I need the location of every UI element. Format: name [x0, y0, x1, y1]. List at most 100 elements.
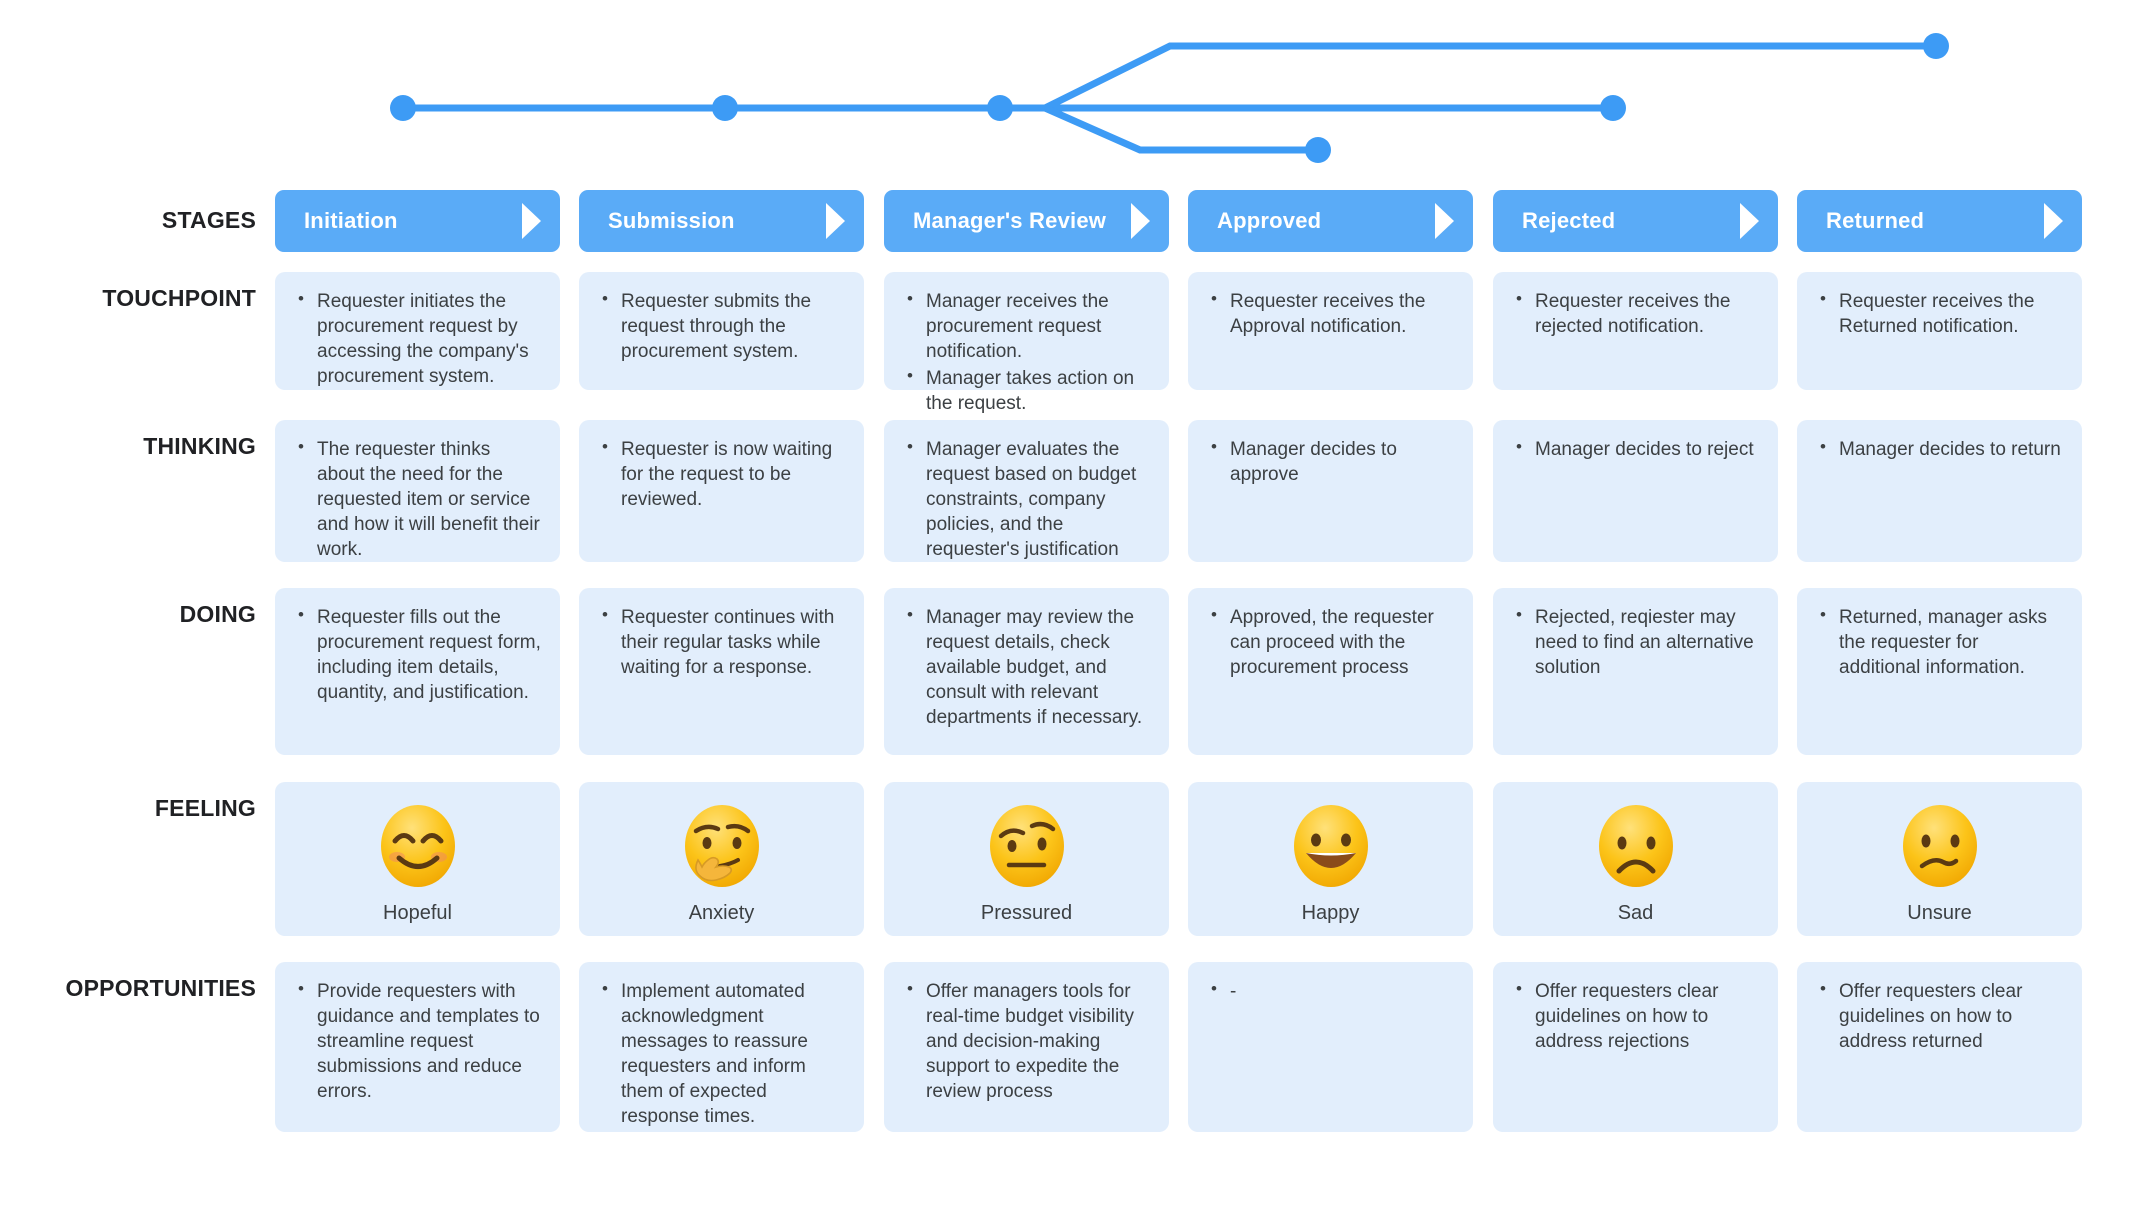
feeling-label: Happy — [1301, 901, 1360, 924]
cell-opportunities-4: Offer requesters clear guidelines on how… — [1493, 962, 1778, 1132]
bullet-item: Manager evaluates the request based on b… — [902, 436, 1151, 562]
confused-face-emoji — [1898, 802, 1982, 890]
submission-node[interactable] — [712, 95, 738, 121]
thinking-card: Manager decides to reject — [1493, 420, 1778, 562]
cell-doing-4: Rejected, reqiester may need to find an … — [1493, 588, 1778, 755]
cell-opportunities-2: Offer managers tools for real-time budge… — [884, 962, 1169, 1132]
chevron-right-icon — [1131, 203, 1150, 239]
stage-header-1[interactable]: Submission — [579, 190, 864, 252]
cell-thinking-0: The requester thinks about the need for … — [275, 420, 560, 562]
row-label-stages: STAGES — [161, 207, 256, 233]
chevron-right-icon — [1740, 203, 1759, 239]
feeling-label: Pressured — [980, 901, 1073, 924]
feeling-card: Happy — [1188, 782, 1473, 936]
stage-header-4[interactable]: Rejected — [1493, 190, 1778, 252]
bullet-item: Requester receives the Approval notifica… — [1206, 288, 1455, 339]
doing-card: Requester continues with their regular t… — [579, 588, 864, 755]
cell-thinking-1: Requester is now waiting for the request… — [579, 420, 864, 562]
frowning-face-emoji — [1594, 802, 1678, 890]
cell-stages-0: Initiation — [275, 190, 560, 252]
bullet-item: Manager receives the procurement request… — [902, 288, 1151, 364]
cell-stages-1: Submission — [579, 190, 864, 252]
bullet-item: Requester initiates the procurement requ… — [293, 288, 542, 389]
doing-card: Manager may review the request details, … — [884, 588, 1169, 755]
row-feeling: FEELING Hopeful — [0, 782, 2144, 936]
feeling-label: Sad — [1617, 901, 1654, 924]
bullet-item: The requester thinks about the need for … — [293, 436, 542, 562]
feeling-label: Anxiety — [688, 901, 755, 924]
flow-segment-to-returned — [1043, 104, 1318, 154]
bullet-item: Requester continues with their regular t… — [597, 604, 846, 680]
bullet-list: Requester receives the Returned notifica… — [1815, 288, 2064, 339]
bullet-list: Offer requesters clear guidelines on how… — [1815, 978, 2064, 1054]
cell-opportunities-1: Implement automated acknowledgment messa… — [579, 962, 864, 1132]
bullet-list: Manager decides to reject — [1511, 436, 1760, 462]
feeling-card: Hopeful — [275, 782, 560, 936]
row-label-doing: DOING — [179, 601, 256, 627]
rejected-node[interactable] — [1600, 95, 1626, 121]
opportunities-card: Implement automated acknowledgment messa… — [579, 962, 864, 1132]
feeling-card: Pressured — [884, 782, 1169, 936]
cell-touchpoint-1: Requester submits the request through th… — [579, 272, 864, 390]
touchpoint-card: Manager receives the procurement request… — [884, 272, 1169, 414]
cell-touchpoint-4: Requester receives the rejected notifica… — [1493, 272, 1778, 390]
bullet-item: Returned, manager asks the requester for… — [1815, 604, 2064, 680]
touchpoint-card: Requester submits the request through th… — [579, 272, 864, 390]
stage-header-label: Rejected — [1522, 208, 1616, 233]
bullet-item: Manager takes action on the request. — [902, 365, 1151, 416]
bullet-item: Requester submits the request through th… — [597, 288, 846, 364]
initiation-node[interactable] — [390, 95, 416, 121]
stage-header-3[interactable]: Approved — [1188, 190, 1473, 252]
managers-review-node[interactable] — [987, 95, 1013, 121]
stage-header-2[interactable]: Manager's Review — [884, 190, 1169, 252]
bullet-item: Offer requesters clear guidelines on how… — [1511, 978, 1760, 1054]
bullet-item: Manager may review the request details, … — [902, 604, 1151, 730]
stage-header-5[interactable]: Returned — [1797, 190, 2082, 252]
cell-feeling-0: Hopeful — [275, 782, 560, 936]
journey-flow-timeline — [390, 33, 1949, 163]
bullet-list: Requester receives the rejected notifica… — [1511, 288, 1760, 339]
cell-stages-3: Approved — [1188, 190, 1473, 252]
bullet-list: The requester thinks about the need for … — [293, 436, 542, 562]
opportunities-card: Offer requesters clear guidelines on how… — [1493, 962, 1778, 1132]
cell-doing-1: Requester continues with their regular t… — [579, 588, 864, 755]
bullet-item: Offer managers tools for real-time budge… — [902, 978, 1151, 1104]
row-stages: STAGES Initiation Submission Manager's R… — [0, 190, 2144, 252]
stage-header-0[interactable]: Initiation — [275, 190, 560, 252]
opportunities-card: - — [1188, 962, 1473, 1132]
bullet-item: Requester fills out the procurement requ… — [293, 604, 542, 705]
bullet-item: Provide requesters with guidance and tem… — [293, 978, 542, 1104]
returned-node[interactable] — [1305, 137, 1331, 163]
bullet-item: Offer requesters clear guidelines on how… — [1815, 978, 2064, 1054]
flow-segment-to-approved — [1043, 42, 1936, 112]
thinking-card: Manager decides to return — [1797, 420, 2082, 562]
touchpoint-card: Requester receives the rejected notifica… — [1493, 272, 1778, 390]
cell-doing-0: Requester fills out the procurement requ… — [275, 588, 560, 755]
row-doing: DOING Requester fills out the procurement… — [0, 588, 2144, 755]
cell-opportunities-3: - — [1188, 962, 1473, 1132]
bullet-list: Requester receives the Approval notifica… — [1206, 288, 1455, 339]
cell-touchpoint-0: Requester initiates the procurement requ… — [275, 272, 560, 390]
cell-feeling-4: Sad — [1493, 782, 1778, 936]
chevron-right-icon — [522, 203, 541, 239]
approved-node[interactable] — [1923, 33, 1949, 59]
cell-doing-3: Approved, the requester can proceed with… — [1188, 588, 1473, 755]
stage-header-label: Initiation — [304, 208, 398, 233]
bullet-item: - — [1206, 978, 1455, 1004]
row-opportunities: OPPORTUNITIES Provide requesters with gui… — [0, 962, 2144, 1132]
bullet-item: Rejected, reqiester may need to find an … — [1511, 604, 1760, 680]
cell-thinking-2: Manager evaluates the request based on b… — [884, 420, 1169, 562]
chevron-right-icon — [826, 203, 845, 239]
chevron-right-icon — [2044, 203, 2063, 239]
cell-opportunities-0: Provide requesters with guidance and tem… — [275, 962, 560, 1132]
cell-feeling-1: Anxiety — [579, 782, 864, 936]
stage-header-label: Manager's Review — [913, 208, 1107, 233]
opportunities-card: Provide requesters with guidance and tem… — [275, 962, 560, 1132]
bullet-list: Offer managers tools for real-time budge… — [902, 978, 1151, 1104]
bullet-list: Requester initiates the procurement requ… — [293, 288, 542, 389]
bullet-list: Approved, the requester can proceed with… — [1206, 604, 1455, 680]
cell-stages-5: Returned — [1797, 190, 2082, 252]
cell-stages-4: Rejected — [1493, 190, 1778, 252]
face-with-raised-eyebrow-emoji — [985, 802, 1069, 890]
opportunities-card: Offer managers tools for real-time budge… — [884, 962, 1169, 1132]
